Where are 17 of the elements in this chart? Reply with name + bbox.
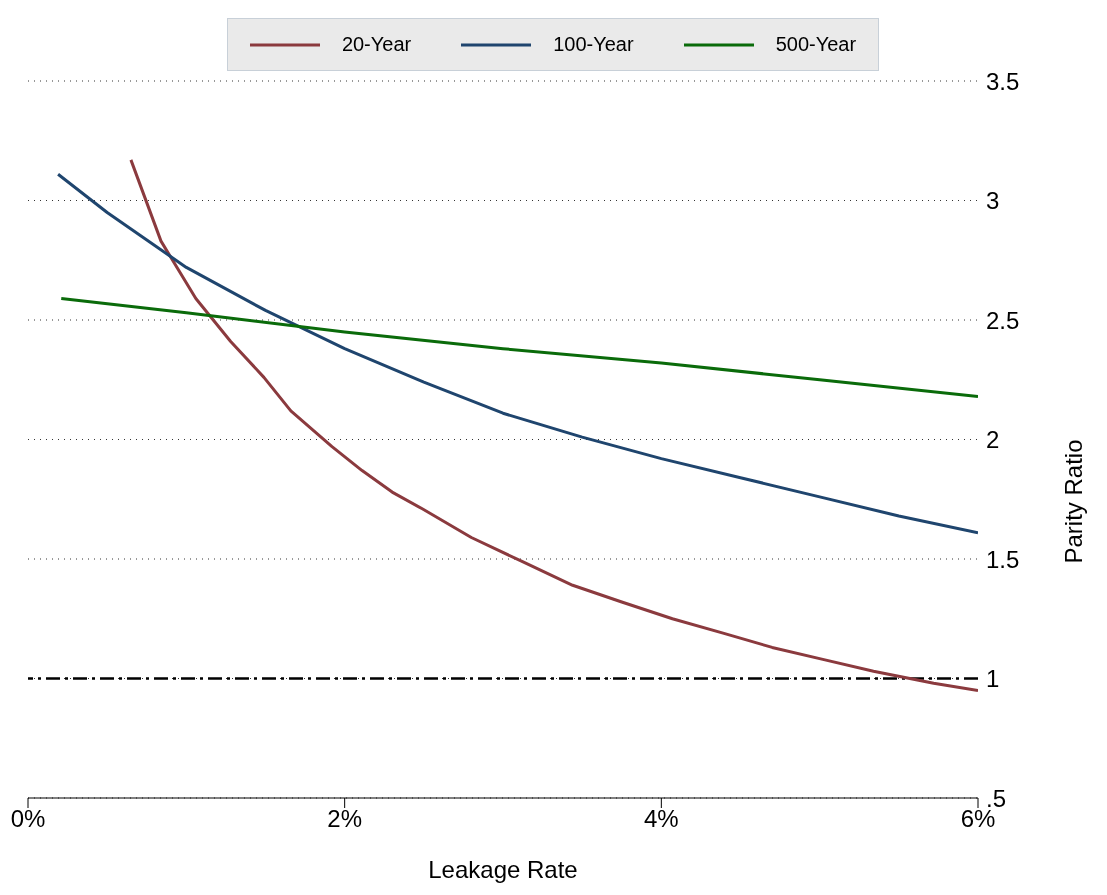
y-tick-label: 3 bbox=[986, 187, 1000, 215]
y-tick-label: 1.5 bbox=[986, 545, 1020, 573]
x-tick-label: 2% bbox=[327, 805, 363, 833]
x-tick-label: 4% bbox=[643, 805, 679, 833]
y-tick-label: 1 bbox=[986, 665, 1000, 693]
line-series bbox=[129, 158, 978, 692]
line-series bbox=[56, 172, 978, 535]
legend-label: 500-Year bbox=[775, 33, 857, 56]
x-axis-title: Leakage Rate bbox=[428, 856, 578, 883]
x-tick-label: 0% bbox=[10, 805, 46, 833]
y-tick-label: 3.5 bbox=[986, 67, 1020, 95]
y-tick-label: 2.5 bbox=[986, 306, 1020, 334]
legend-label: 20-Year bbox=[341, 33, 412, 56]
line-series bbox=[59, 296, 978, 398]
y-tick-label: 2 bbox=[986, 426, 1000, 454]
legend-label: 100-Year bbox=[553, 33, 634, 56]
y-axis-title: Parity Ratio bbox=[1059, 439, 1087, 564]
